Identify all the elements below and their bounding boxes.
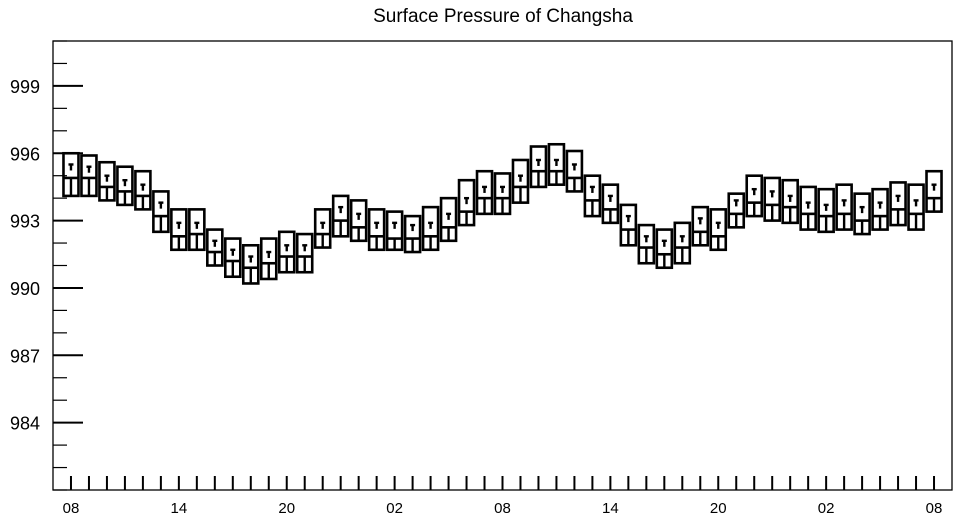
box-item xyxy=(259,237,278,281)
box-body xyxy=(565,149,584,193)
box-body xyxy=(116,165,134,207)
x-tick-label: 02 xyxy=(818,500,835,517)
box-item xyxy=(799,185,817,231)
y-tick-label: 993 xyxy=(10,212,40,232)
box-item xyxy=(889,181,907,227)
box-body xyxy=(349,199,368,243)
box-item xyxy=(745,174,764,218)
box-item xyxy=(673,221,692,265)
box-item xyxy=(907,183,925,231)
x-tick-label: 08 xyxy=(63,500,80,517)
x-tick-label: 20 xyxy=(278,500,295,517)
chart-title: Surface Pressure of Changsha xyxy=(373,6,633,27)
box-item xyxy=(763,176,782,222)
box-item xyxy=(241,243,260,285)
y-tick-label: 987 xyxy=(10,346,40,366)
box-item xyxy=(511,158,530,204)
box-item xyxy=(80,154,98,198)
box-body xyxy=(313,208,332,249)
box-body xyxy=(295,232,314,274)
y-tick-label: 999 xyxy=(10,77,40,97)
box-item xyxy=(475,169,494,216)
box-item xyxy=(206,228,224,267)
box-item xyxy=(817,187,835,234)
box-item xyxy=(421,205,440,252)
box-item xyxy=(529,145,548,189)
box-item xyxy=(188,208,206,252)
box-item xyxy=(493,172,512,216)
box-item xyxy=(781,178,799,225)
box-item xyxy=(385,210,404,252)
box-item xyxy=(152,190,170,234)
box-item xyxy=(709,208,728,252)
box-item xyxy=(619,203,638,247)
box-item xyxy=(439,196,458,243)
box-item xyxy=(457,178,476,227)
box-item xyxy=(925,169,943,213)
x-tick-label: 08 xyxy=(494,500,511,517)
box-item xyxy=(637,223,656,265)
box-body xyxy=(547,142,566,186)
box-body xyxy=(691,205,710,247)
box-item xyxy=(853,192,871,236)
box-item xyxy=(565,149,584,193)
y-tick-label: 996 xyxy=(10,144,40,164)
box-item xyxy=(547,142,566,186)
box-series xyxy=(62,142,943,285)
box-item xyxy=(224,237,242,279)
y-tick-label: 990 xyxy=(10,279,40,299)
box-item xyxy=(116,165,134,207)
plot-frame xyxy=(52,40,953,491)
box-item xyxy=(170,208,188,252)
y-tick-label: 984 xyxy=(10,414,40,434)
box-item xyxy=(295,232,314,274)
box-item xyxy=(583,174,602,218)
box-item xyxy=(277,230,296,274)
x-axis: 08 14 20 02 08 14 20 02 08 xyxy=(63,476,943,517)
y-axis: 984 987 990 993 996 999 xyxy=(10,40,83,491)
box-item xyxy=(403,214,422,254)
box-item xyxy=(691,205,710,247)
x-tick-label: 02 xyxy=(386,500,403,517)
x-tick-label: 14 xyxy=(171,500,188,517)
x-tick-label: 20 xyxy=(710,500,727,517)
box-item xyxy=(331,194,350,238)
box-item xyxy=(835,183,853,231)
box-item xyxy=(134,169,152,211)
x-tick-label: 08 xyxy=(926,500,943,517)
box-item xyxy=(727,192,746,229)
box-item xyxy=(601,183,620,225)
box-item xyxy=(367,208,386,252)
x-tick-label: 14 xyxy=(602,500,619,517)
box-item xyxy=(62,151,80,198)
box-body xyxy=(925,169,943,213)
box-item xyxy=(313,208,332,249)
box-item xyxy=(655,228,674,270)
box-item xyxy=(871,187,889,231)
box-item xyxy=(98,160,116,202)
box-item xyxy=(349,199,368,243)
